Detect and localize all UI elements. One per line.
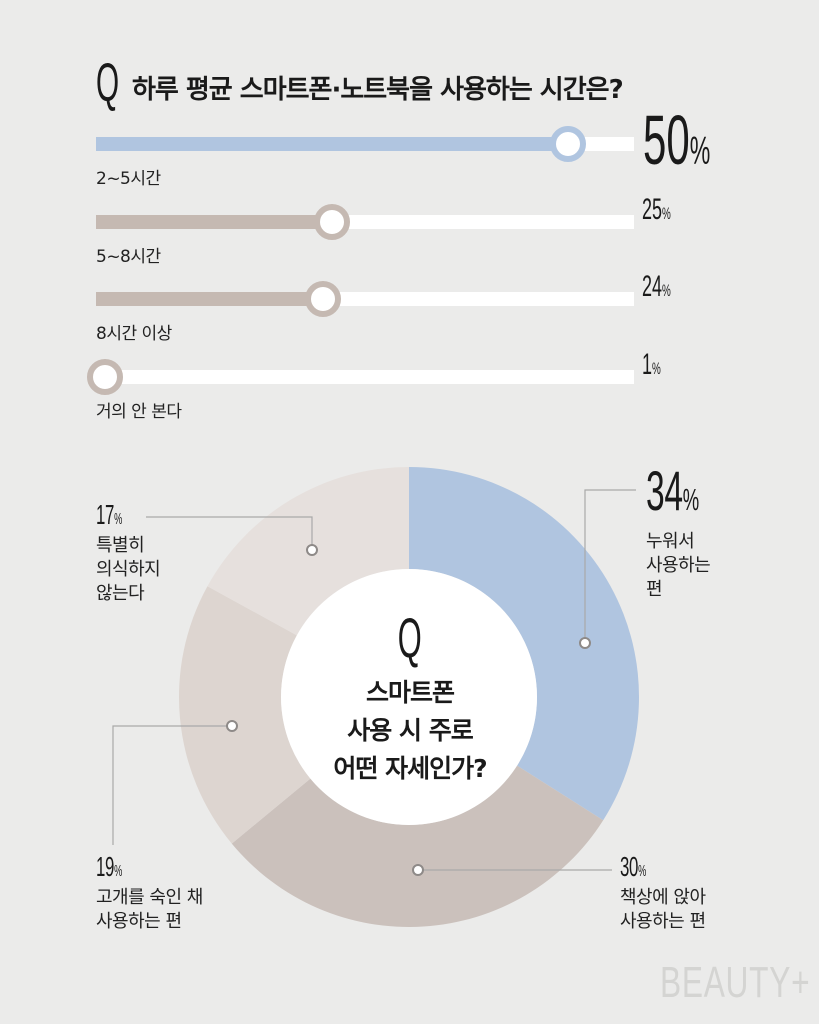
posture-category-label: 특별히 의식하지 않는다 xyxy=(96,535,161,605)
bar-knob xyxy=(549,126,586,162)
bar-row xyxy=(96,281,634,317)
callout-leader-line xyxy=(584,489,636,643)
posture-value-label: 34% xyxy=(646,459,699,522)
bar-knob xyxy=(87,359,124,395)
bar-row xyxy=(96,126,634,162)
bar-value-label: 50% xyxy=(643,101,711,179)
question2-center: Q 스마트폰 사용 시 주로 어떤 자세인가? xyxy=(300,610,520,788)
posture-callout: 30% 책상에 앉아 사용하는 편 xyxy=(620,852,706,934)
bar-value-label: 1% xyxy=(642,348,661,381)
donut-slice xyxy=(231,765,604,927)
brand-logo: BEAUTY+ xyxy=(660,958,811,1007)
bar-value-label: 24% xyxy=(642,270,671,303)
bar-fill xyxy=(96,292,323,306)
question1-title: Q 하루 평균 스마트폰·노트북을 사용하는 시간은? xyxy=(96,56,624,110)
bar-category-label: 5~8시간 xyxy=(96,247,161,267)
bar-value-label: 25% xyxy=(642,193,671,226)
question1-text: 하루 평균 스마트폰·노트북을 사용하는 시간은? xyxy=(132,75,624,105)
callout-leader-line xyxy=(146,516,313,550)
question2-text: 스마트폰 사용 시 주로 어떤 자세인가? xyxy=(333,678,487,783)
question2-q-letter: Q xyxy=(398,606,422,669)
callout-dot-marker xyxy=(579,637,591,649)
posture-value-label: 17% xyxy=(96,499,123,530)
bar-fill xyxy=(96,215,332,229)
posture-category-label: 책상에 앉아 사용하는 편 xyxy=(620,887,706,933)
bar-row xyxy=(87,359,634,395)
posture-value-label: 30% xyxy=(620,851,647,882)
posture-category-label: 누워서 사용하는 편 xyxy=(646,530,711,600)
posture-callout: 34% 누워서 사용하는 편 xyxy=(646,459,734,602)
donut-center-hole xyxy=(281,569,537,825)
bar-knob xyxy=(304,281,341,317)
bar-knob xyxy=(313,204,350,240)
bar-track xyxy=(96,370,634,384)
bar-category-label: 8시간 이상 xyxy=(96,324,172,344)
bar-category-label: 2~5시간 xyxy=(96,169,161,189)
bar-category-label: 거의 안 본다 xyxy=(96,402,182,422)
callout-leader-line xyxy=(112,725,232,845)
callout-dot-marker xyxy=(306,544,318,556)
callout-dot-marker xyxy=(226,720,238,732)
posture-category-label: 고개를 숙인 채 사용하는 편 xyxy=(96,887,203,933)
bar-fill xyxy=(96,137,568,151)
donut-slice xyxy=(179,586,311,844)
donut-slice xyxy=(409,467,639,821)
posture-value-label: 19% xyxy=(96,851,123,882)
posture-callout: 19% 고개를 숙인 채 사용하는 편 xyxy=(96,852,203,934)
posture-callout: 17% 특별히 의식하지 않는다 xyxy=(96,499,161,606)
bar-row xyxy=(96,204,634,240)
callout-dot-marker xyxy=(412,864,424,876)
